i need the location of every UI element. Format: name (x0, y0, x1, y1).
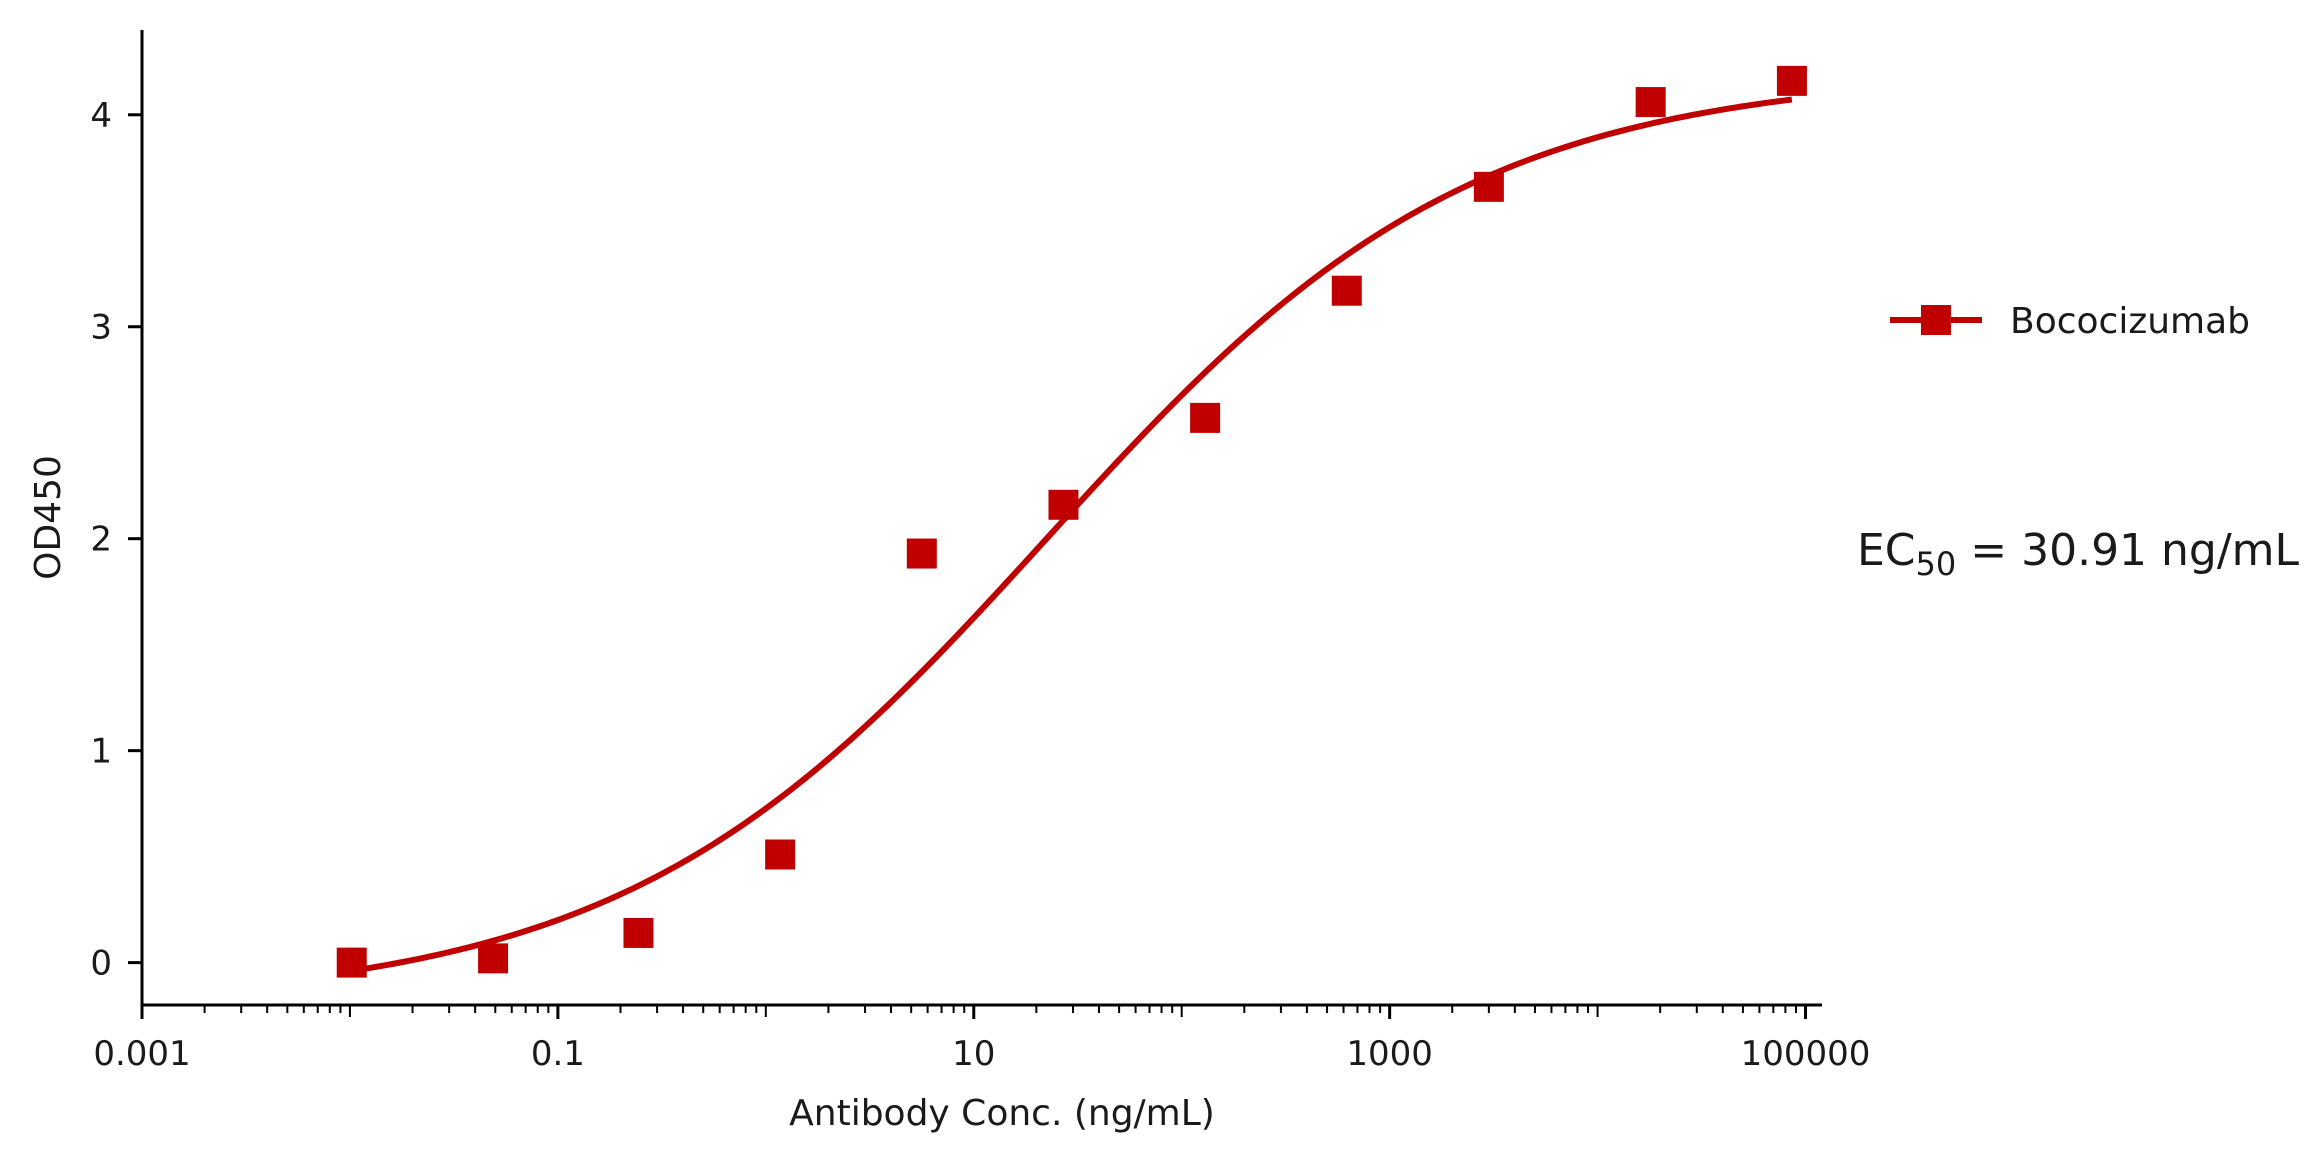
y-tick-label: 3 (90, 308, 112, 348)
x-minor-ticks (203, 1005, 1798, 1017)
ec50-value: = 30.91 ng/mL (1956, 525, 2299, 576)
data-point (765, 839, 796, 870)
data-point (1776, 65, 1807, 96)
x-tick-label: 1000 (1346, 1034, 1433, 1074)
x-tick-label: 0.001 (93, 1034, 190, 1074)
data-point (336, 947, 367, 978)
x-tick-label: 100000 (1741, 1034, 1871, 1074)
data-points (336, 65, 1807, 978)
y-tick-label: 4 (90, 96, 112, 136)
x-tick-label: 10 (952, 1034, 995, 1074)
legend-series-label: Bococizumab (2010, 301, 2250, 342)
y-ticks: 0 1 2 3 4 (90, 96, 142, 984)
y-axis-title: OD450 (28, 455, 69, 580)
ec50-subscript: 50 (1916, 545, 1957, 583)
x-axis-title: Antibody Conc. (ng/mL) (789, 1093, 1215, 1134)
data-point (906, 538, 937, 569)
fit-curve (351, 96, 1793, 974)
y-tick-label: 2 (90, 520, 112, 560)
axes: 0.001 0.1 10 1000 100000 0 1 2 3 4 (90, 30, 1870, 1074)
y-tick-label: 0 (90, 944, 112, 984)
legend-marker-swatch (1921, 305, 1951, 335)
x-tick-label: 0.1 (531, 1034, 585, 1074)
data-point (478, 943, 509, 974)
data-point (1190, 402, 1221, 433)
fit-curve-layer (351, 96, 1793, 974)
data-point (623, 917, 654, 948)
ec50-prefix: EC (1857, 525, 1916, 576)
ec50-annotation: EC50 = 30.91 ng/mL (1857, 525, 2300, 583)
x-ticks: 0.001 0.1 10 1000 100000 (93, 1005, 1870, 1074)
data-point (1473, 171, 1504, 202)
legend: Bococizumab (1890, 301, 2250, 342)
data-point (1048, 489, 1079, 520)
data-point (1331, 275, 1362, 306)
data-point (1635, 87, 1666, 118)
y-tick-label: 1 (90, 732, 112, 772)
